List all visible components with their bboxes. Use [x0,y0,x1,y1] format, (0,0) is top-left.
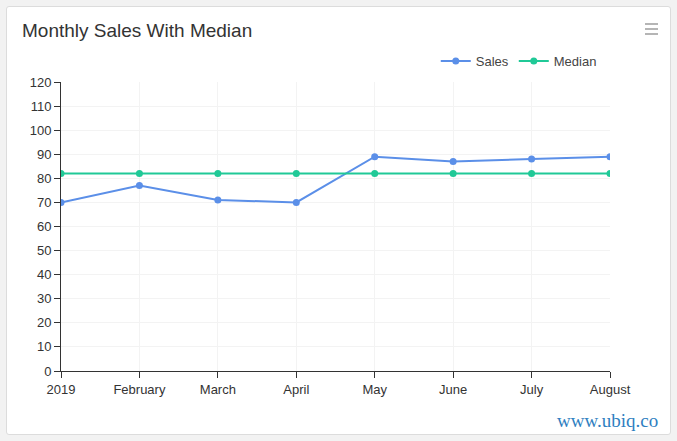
svg-text:Monthly Sales With Median: Monthly Sales With Median [22,20,252,41]
svg-text:Median: Median [554,54,597,69]
svg-text:30: 30 [37,291,51,306]
svg-text:90: 90 [37,147,51,162]
svg-text:August: August [590,382,631,397]
svg-text:10: 10 [37,339,51,354]
svg-text:120: 120 [30,75,52,90]
svg-text:April: April [283,382,309,397]
svg-text:80: 80 [37,171,51,186]
svg-text:70: 70 [37,195,51,210]
svg-text:May: May [362,382,387,397]
svg-text:40: 40 [37,267,51,282]
svg-text:www.ubiq.co: www.ubiq.co [557,410,658,431]
svg-text:0: 0 [44,364,51,379]
svg-text:50: 50 [37,243,51,258]
svg-text:Sales: Sales [476,54,509,69]
svg-text:March: March [200,382,236,397]
svg-text:100: 100 [30,123,52,138]
svg-text:2019: 2019 [47,382,76,397]
svg-text:June: June [439,382,467,397]
svg-text:February: February [113,382,166,397]
svg-text:July: July [520,382,544,397]
svg-text:60: 60 [37,219,51,234]
svg-text:20: 20 [37,315,51,330]
svg-text:110: 110 [31,99,52,114]
